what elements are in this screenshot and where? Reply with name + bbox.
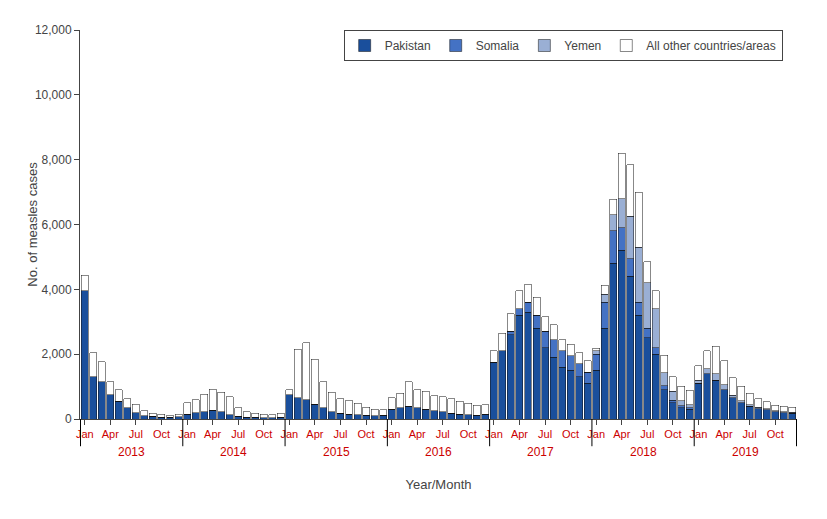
svg-text:Jan: Jan <box>76 428 94 440</box>
svg-text:Oct: Oct <box>562 428 579 440</box>
svg-text:Pakistan: Pakistan <box>385 39 431 53</box>
svg-text:Apr: Apr <box>204 428 221 440</box>
svg-text:Jul: Jul <box>129 428 143 440</box>
svg-text:Oct: Oct <box>255 428 272 440</box>
svg-text:8,000: 8,000 <box>42 153 72 167</box>
svg-text:Oct: Oct <box>153 428 170 440</box>
svg-text:6,000: 6,000 <box>42 218 72 232</box>
svg-text:2014: 2014 <box>220 445 247 459</box>
svg-text:Apr: Apr <box>102 428 119 440</box>
svg-text:2015: 2015 <box>323 445 350 459</box>
svg-text:Apr: Apr <box>306 428 323 440</box>
svg-text:Apr: Apr <box>715 428 732 440</box>
svg-text:Jan: Jan <box>587 428 605 440</box>
svg-text:Oct: Oct <box>664 428 681 440</box>
svg-text:Somalia: Somalia <box>476 39 520 53</box>
svg-text:Oct: Oct <box>460 428 477 440</box>
svg-text:Yemen: Yemen <box>564 39 601 53</box>
svg-text:Jan: Jan <box>178 428 196 440</box>
svg-text:Jul: Jul <box>538 428 552 440</box>
svg-text:Jan: Jan <box>690 428 708 440</box>
svg-text:2017: 2017 <box>527 445 554 459</box>
svg-text:Apr: Apr <box>613 428 630 440</box>
svg-text:4,000: 4,000 <box>42 283 72 297</box>
svg-text:Jul: Jul <box>436 428 450 440</box>
svg-text:Jul: Jul <box>640 428 654 440</box>
svg-text:Apr: Apr <box>409 428 426 440</box>
svg-text:0: 0 <box>65 412 72 426</box>
svg-text:Jan: Jan <box>485 428 503 440</box>
svg-text:Jan: Jan <box>383 428 401 440</box>
svg-text:2019: 2019 <box>732 445 759 459</box>
svg-text:2013: 2013 <box>118 445 145 459</box>
svg-text:2018: 2018 <box>630 445 657 459</box>
svg-text:Oct: Oct <box>767 428 784 440</box>
svg-text:10,000: 10,000 <box>35 88 72 102</box>
svg-text:All other countries/areas: All other countries/areas <box>646 39 775 53</box>
svg-text:Jul: Jul <box>231 428 245 440</box>
svg-text:Jul: Jul <box>743 428 757 440</box>
svg-text:Jan: Jan <box>280 428 298 440</box>
svg-text:Jul: Jul <box>333 428 347 440</box>
svg-text:2,000: 2,000 <box>42 347 72 361</box>
svg-text:12,000: 12,000 <box>35 23 72 37</box>
svg-text:Year/Month: Year/Month <box>405 477 471 492</box>
svg-text:Oct: Oct <box>357 428 374 440</box>
svg-text:Apr: Apr <box>511 428 528 440</box>
svg-text:No. of measles cases: No. of measles cases <box>25 162 40 287</box>
svg-text:2016: 2016 <box>425 445 452 459</box>
